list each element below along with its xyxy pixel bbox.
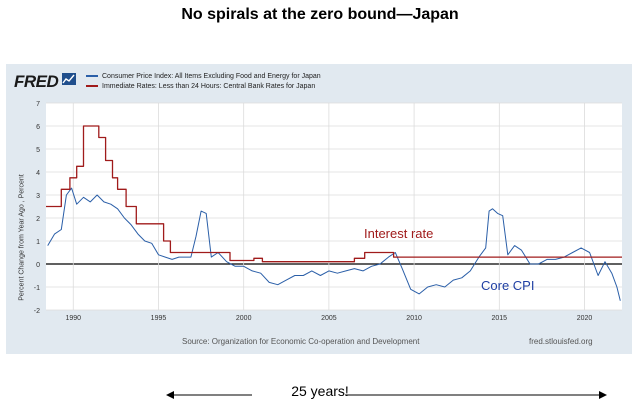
years-arrow	[166, 391, 607, 399]
fred-chart-panel: FRED Consumer Price Index: All Items Exc…	[6, 64, 632, 354]
legend-label-cpi: Consumer Price Index: All Items Excludin…	[102, 73, 321, 80]
x-tick-label: 2015	[492, 315, 508, 322]
x-tick-label: 2010	[406, 315, 422, 322]
years-label: 25 years!	[291, 383, 349, 399]
y-tick-label: 0	[36, 262, 40, 269]
chart-svg: -2 -1 0 1 2 3 4 5 6 7 1990 1995 2000 2005 2010 2015 2020…	[34, 101, 622, 322]
legend-swatch-cpi	[86, 75, 98, 78]
y-tick-label: 1	[36, 239, 40, 246]
legend-item-rate: Immediate Rates: Less than 24 Hours: Cen…	[86, 83, 315, 90]
x-tick-label: 1995	[151, 315, 167, 322]
legend-swatch-rate	[86, 85, 98, 88]
fred-url: fred.stlouisfed.org	[529, 337, 593, 346]
legend-label-rate: Immediate Rates: Less than 24 Hours: Cen…	[102, 83, 316, 90]
grid-layer	[46, 102, 622, 311]
x-tick-label: 2000	[236, 315, 252, 322]
y-tick-label: 6	[36, 124, 40, 131]
source-text: Source: Organization for Economic Co-ope…	[182, 337, 420, 346]
y-tick-label: 7	[36, 101, 40, 108]
series-layer	[46, 125, 622, 301]
y-tick-label: 5	[36, 147, 40, 154]
y-tick-label: 2	[36, 216, 40, 223]
series-line-core-cpi	[47, 187, 621, 301]
x-tick-label: 2005	[321, 315, 337, 322]
x-tick-label: 1990	[65, 315, 81, 322]
y-tick-label: 4	[36, 170, 40, 177]
y-tick-label: -2	[34, 308, 40, 315]
plot-area	[46, 103, 622, 310]
series-line-interest-rate	[46, 125, 622, 263]
x-tick-label: 2020	[577, 315, 593, 322]
annotation-interest-rate: Interest rate	[364, 226, 433, 241]
slide-title: No spirals at the zero bound—Japan	[181, 6, 459, 23]
y-tick-label: -1	[34, 285, 40, 292]
tick-layer: -2 -1 0 1 2 3 4 5 6 7 1990 1995 2000 2005 2010 2015 2020	[34, 101, 593, 322]
fred-logo: FRED	[14, 72, 59, 91]
years-arrow-right-head	[599, 391, 607, 399]
y-tick-label: 3	[36, 193, 40, 200]
legend-item-cpi: Consumer Price Index: All Items Excludin…	[86, 73, 321, 80]
annotation-core-cpi: Core CPI	[481, 278, 534, 293]
fred-logo-chart-icon	[62, 73, 76, 85]
years-arrow-left-head	[166, 391, 174, 399]
